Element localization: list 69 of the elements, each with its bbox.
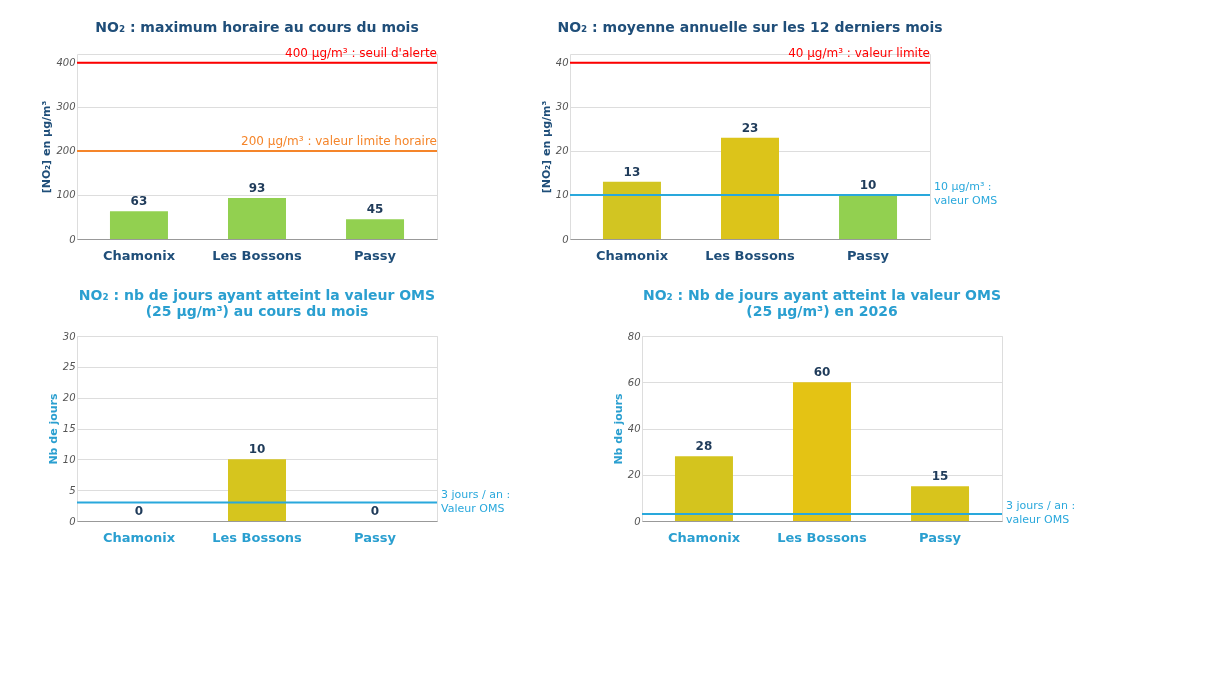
data-label: 28 [695, 439, 713, 454]
y-axis-title: [NO₂] en µg/m³ [539, 100, 553, 194]
y-tick-label: 25 [62, 361, 76, 373]
y-tick-label: 15 [62, 423, 76, 434]
data-label: 63 [130, 194, 148, 209]
bar [346, 219, 405, 239]
x-tick-label: Chamonix [595, 247, 669, 263]
x-tick-label: Les Bossons [705, 247, 796, 263]
bar [674, 456, 733, 521]
ref-line-label: 200 µg/m³ : valeur limite horaire [241, 133, 437, 148]
bar [839, 194, 898, 239]
chart-title: NO₂ : moyenne annuelle sur les 12 derniers mois [557, 18, 943, 35]
y-axis-title: Nb de jours [46, 392, 60, 465]
y-tick-label: 10 [555, 189, 569, 201]
data-label: 15 [931, 469, 949, 484]
x-tick-label: Passy [354, 247, 397, 263]
data-label: 93 [248, 181, 266, 196]
y-tick-label: 0 [562, 233, 569, 245]
x-tick-label: Chamonix [102, 529, 176, 545]
data-label: 0 [370, 504, 380, 518]
y-tick-label: 0 [634, 515, 641, 527]
data-label: 10 [248, 442, 266, 457]
y-tick-label: 0 [69, 233, 76, 245]
y-tick-label: 20 [62, 392, 76, 404]
data-label: 10 [859, 177, 877, 192]
y-tick-label: 40 [555, 57, 569, 69]
x-tick-label: Les Bossons [777, 529, 868, 545]
bar [228, 198, 286, 239]
data-label: 13 [623, 164, 641, 179]
data-label: 45 [366, 202, 384, 217]
y-axis-title: Nb de jours [611, 392, 625, 465]
y-tick-label: 5 [69, 484, 76, 496]
data-label: 23 [741, 120, 759, 135]
data-label: 0 [134, 504, 144, 518]
ref-line-label: 400 µg/m³ : seuil d'alerte [285, 45, 437, 60]
ref-line-label: 3 jours / an : valeur OMS [1006, 499, 1076, 527]
y-tick-label: 100 [56, 189, 76, 201]
chart-title: NO₂ : Nb de jours ayant atteint la valeur OMS (25 µg/m³) en 2026 [642, 287, 1002, 319]
y-tick-label: 30 [62, 330, 76, 342]
x-tick-label: Les Bossons [212, 247, 303, 263]
y-tick-label: 30 [555, 101, 569, 113]
data-label: 60 [813, 365, 831, 380]
ref-line-label: 10 µg/m³ : valeur OMS [934, 179, 998, 207]
x-tick-label: Passy [847, 247, 890, 263]
y-tick-label: 400 [56, 57, 76, 69]
x-tick-label: Chamonix [102, 247, 176, 263]
y-tick-label: 200 [56, 145, 76, 157]
y-axis-title: [NO₂] en µg/m³ [40, 100, 54, 194]
y-tick-label: 80 [627, 330, 641, 342]
y-tick-label: 40 [627, 423, 641, 434]
x-tick-label: Passy [354, 529, 397, 545]
ref-line-label: 3 jours / an : Valeur OMS [441, 487, 511, 515]
bar [602, 181, 661, 239]
bar [911, 486, 970, 521]
bar [721, 137, 779, 239]
chart-title: NO₂ : maximum horaire au cours du mois [95, 18, 419, 35]
y-tick-label: 10 [62, 453, 76, 465]
x-tick-label: Les Bossons [212, 529, 303, 545]
bar [109, 211, 168, 239]
y-tick-label: 20 [555, 145, 569, 157]
y-tick-label: 0 [69, 515, 76, 527]
x-tick-label: Chamonix [667, 529, 741, 545]
y-tick-label: 300 [56, 101, 76, 113]
ref-line-label: 40 µg/m³ : valeur limite [788, 45, 930, 60]
bar [793, 382, 851, 521]
y-tick-label: 20 [627, 469, 641, 481]
x-tick-label: Passy [919, 529, 962, 545]
chart-title: NO₂ : nb de jours ayant atteint la valeur OMS (25 µg/m³) au cours du mois [78, 287, 436, 319]
y-tick-label: 60 [627, 376, 641, 388]
